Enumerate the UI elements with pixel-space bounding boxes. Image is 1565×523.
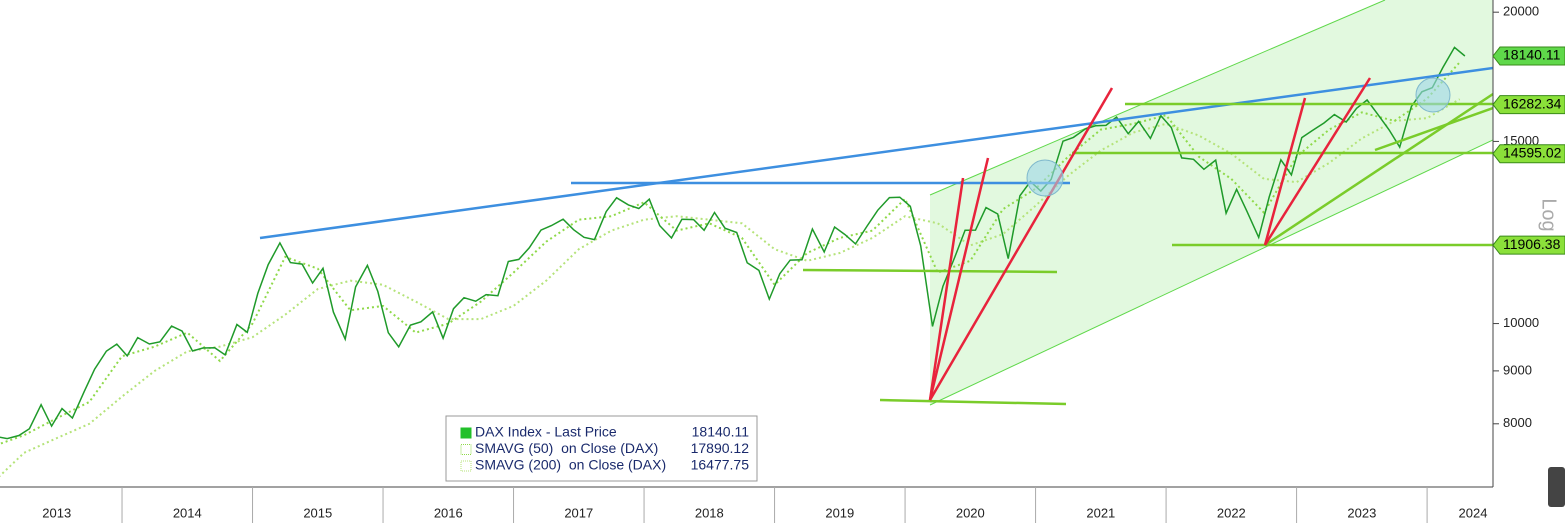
level-label-box [1492,235,1565,255]
level-label: 18140.11 [1492,46,1565,66]
x-tick-label: 2021 [1086,505,1115,520]
level-label-text: 14595.02 [1503,144,1562,160]
x-tick-label: 2022 [1217,505,1246,520]
legend-swatch [460,460,472,472]
series-line [0,46,1466,440]
x-tick-label: 2014 [173,505,202,520]
x-tick-label: 2024 [1459,505,1488,520]
legend-box [445,415,758,482]
axes: 8000 9000 10000 15000 20000 2013 2014 2015 2016 2… [42,4,1565,523]
level-label-box [1492,46,1565,66]
trendline [879,398,1067,406]
y-tick-label: 8000 [1503,415,1532,430]
legend: DAX Index - Last Price 18140.11 SMAVG (50)… [445,415,758,482]
legend-value: 18140.11 [692,424,750,440]
x-tick-label: 2013 [42,505,71,520]
annotations [929,0,1493,406]
highlight-circle [1026,159,1064,197]
level-label-text: 16282.34 [1503,95,1562,111]
x-tick-label: 2019 [825,505,854,520]
x-tick-label: 2016 [434,505,463,520]
trendline [1263,77,1372,246]
level-label-text: 11906.38 [1503,236,1561,252]
level-label: 11906.38 [1492,235,1565,255]
y-tick-label: 15000 [1503,133,1539,148]
channel [930,0,1493,405]
x-tick-label: 2020 [956,505,985,520]
trendline [928,87,1114,401]
y-tick-label: 9000 [1503,362,1532,377]
channel-upper [929,0,1386,196]
x-tick-label: 2017 [564,505,593,520]
level-label-text: 18140.11 [1503,47,1561,63]
x-tick-label: 2015 [303,505,332,520]
series-line [0,61,1461,445]
legend-label: SMAVG (200) on Close (DAX) [475,457,666,473]
y-tick-label: 20000 [1503,4,1539,19]
series-line [0,98,1461,478]
legend-label: DAX Index - Last Price [475,424,617,440]
trendline [1264,92,1493,247]
channel-lower [929,139,1493,406]
level-label-box [1492,95,1565,115]
trendline [928,157,990,401]
icon [1548,467,1565,507]
legend-value: 16477.75 [691,457,750,473]
trendline [1374,106,1493,152]
trendlines [259,66,1493,406]
legend-label: SMAVG (50) on Close (DAX) [475,440,658,456]
highlight-circle [1415,77,1451,113]
level-label: 14595.02 [1492,144,1565,164]
y-axis-label: Log [1538,198,1560,231]
trendline [802,268,1058,274]
series-layer [0,46,1466,478]
x-tick-label: 2018 [695,505,724,520]
x-tick-label: 2023 [1347,505,1376,520]
trendline [928,177,965,401]
y-tick-label: 10000 [1503,315,1539,330]
legend-swatch [460,427,472,439]
trendline [259,66,1493,240]
level-label-box [1492,144,1565,164]
level-label: 16282.34 [1492,95,1565,115]
trendline [1263,97,1307,246]
legend-value: 17890.12 [691,440,750,456]
legend-swatch [460,444,472,455]
